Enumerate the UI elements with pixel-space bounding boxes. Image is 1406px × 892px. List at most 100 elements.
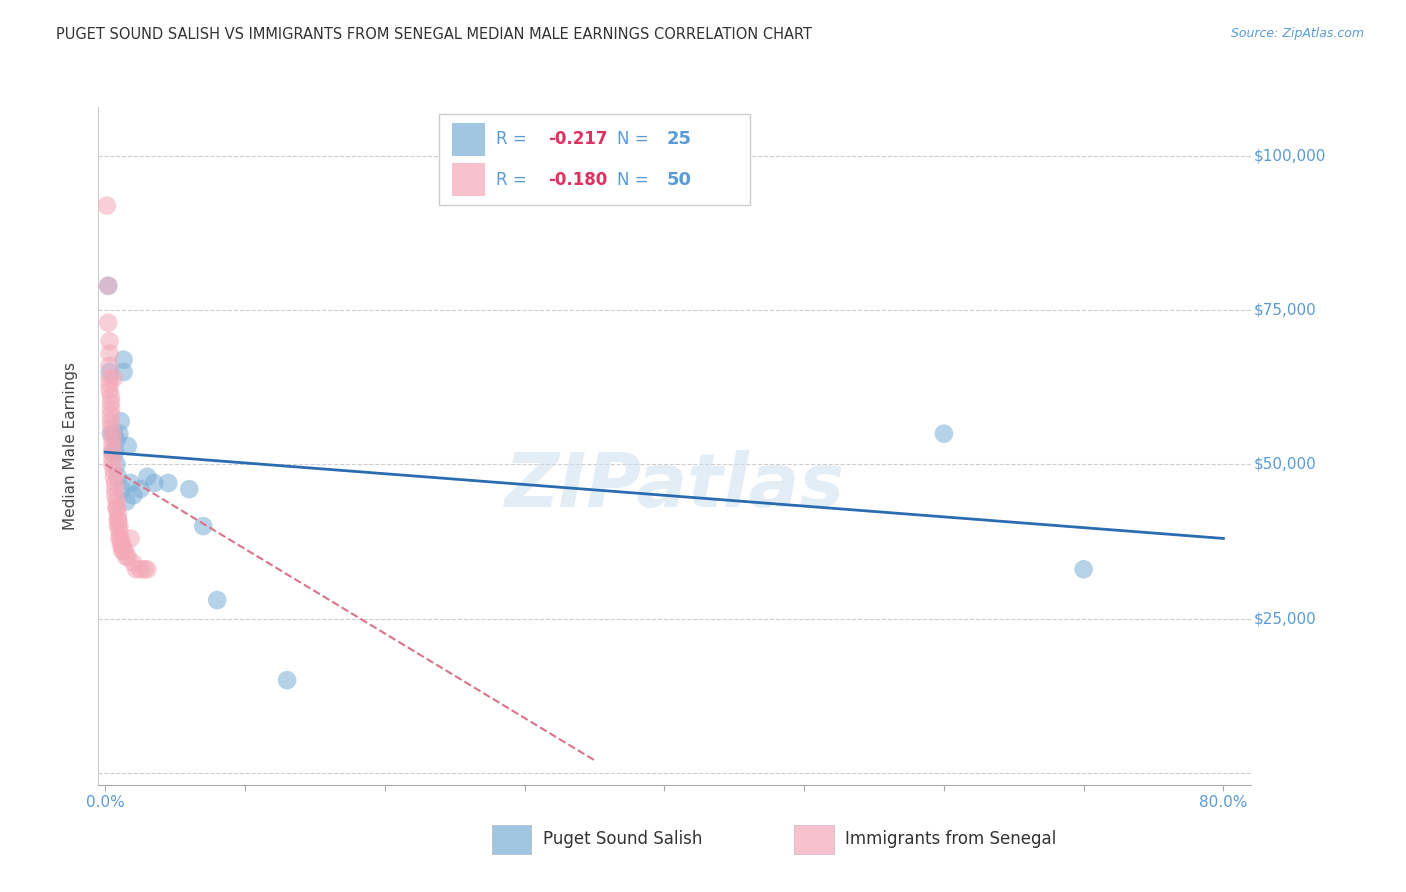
Point [107, 470, 129, 484]
Text: $75,000: $75,000 [1254, 303, 1317, 318]
Point [143, 475, 166, 490]
Point [104, 488, 127, 502]
Point [134, 562, 156, 576]
Point [101, 458, 124, 472]
Point [103, 464, 125, 478]
Point [129, 482, 152, 496]
Point [111, 482, 134, 496]
Point [107, 513, 129, 527]
Point [932, 426, 955, 441]
Text: -0.180: -0.180 [548, 170, 607, 189]
Point [111, 543, 134, 558]
Point [104, 445, 127, 459]
Point [101, 445, 124, 459]
Point [112, 352, 135, 367]
Point [122, 556, 145, 570]
Point [105, 494, 128, 508]
Text: R =: R = [496, 170, 533, 189]
Point [120, 532, 142, 546]
Point [125, 562, 148, 576]
Point [100, 396, 122, 410]
Point [105, 500, 128, 515]
Point [205, 593, 228, 607]
Point [100, 414, 122, 428]
Point [1073, 562, 1095, 576]
Point [107, 519, 129, 533]
Point [98, 359, 121, 373]
Point [100, 390, 122, 404]
Point [98, 384, 121, 398]
Point [108, 532, 131, 546]
Point [107, 513, 129, 527]
FancyBboxPatch shape [439, 114, 749, 205]
Point [110, 532, 132, 546]
Point [100, 426, 122, 441]
Point [97, 278, 120, 293]
Point [101, 439, 124, 453]
Point [117, 549, 139, 564]
Point [107, 507, 129, 521]
Text: N =: N = [617, 130, 654, 148]
Point [100, 402, 122, 417]
Point [157, 475, 180, 490]
Point [103, 426, 125, 441]
Point [100, 408, 122, 422]
Point [179, 482, 201, 496]
Point [98, 365, 121, 379]
Point [97, 278, 120, 293]
Point [101, 451, 124, 466]
Point [103, 371, 125, 385]
Point [193, 519, 215, 533]
Point [122, 488, 145, 502]
Text: Source: ZipAtlas.com: Source: ZipAtlas.com [1230, 27, 1364, 40]
Point [98, 346, 121, 360]
Point [117, 439, 139, 453]
Point [105, 458, 128, 472]
Point [136, 470, 159, 484]
Bar [453, 123, 485, 156]
Text: R =: R = [496, 130, 533, 148]
Point [108, 426, 131, 441]
Point [98, 334, 121, 349]
Point [108, 525, 131, 540]
Text: $50,000: $50,000 [1254, 457, 1317, 472]
Point [120, 475, 142, 490]
Point [105, 500, 128, 515]
Point [112, 543, 135, 558]
Text: PUGET SOUND SALISH VS IMMIGRANTS FROM SENEGAL MEDIAN MALE EARNINGS CORRELATION C: PUGET SOUND SALISH VS IMMIGRANTS FROM SE… [56, 27, 813, 42]
Point [110, 538, 132, 552]
Point [100, 420, 122, 434]
Point [136, 562, 159, 576]
Y-axis label: Median Male Earnings: Median Male Earnings [63, 362, 77, 530]
Point [97, 316, 120, 330]
Text: -0.217: -0.217 [548, 130, 607, 148]
Point [112, 365, 135, 379]
Point [104, 482, 127, 496]
Point [108, 519, 131, 533]
Point [105, 433, 128, 447]
Point [110, 414, 132, 428]
Text: $25,000: $25,000 [1254, 611, 1317, 626]
Point [115, 494, 138, 508]
Point [101, 426, 124, 441]
Point [101, 433, 124, 447]
Text: $100,000: $100,000 [1254, 149, 1326, 164]
Point [115, 549, 138, 564]
Bar [453, 163, 485, 196]
Point [101, 445, 124, 459]
Point [103, 470, 125, 484]
Point [96, 199, 118, 213]
Point [114, 543, 136, 558]
Point [276, 673, 298, 688]
Text: N =: N = [617, 170, 654, 189]
Point [129, 562, 152, 576]
Point [98, 371, 121, 385]
Text: ZIPatlas: ZIPatlas [505, 450, 845, 524]
Point [104, 475, 127, 490]
Point [111, 538, 134, 552]
Point [98, 377, 121, 392]
Text: Puget Sound Salish: Puget Sound Salish [543, 830, 702, 848]
Text: Immigrants from Senegal: Immigrants from Senegal [845, 830, 1056, 848]
Text: 50: 50 [666, 170, 692, 189]
Text: 25: 25 [666, 130, 692, 148]
